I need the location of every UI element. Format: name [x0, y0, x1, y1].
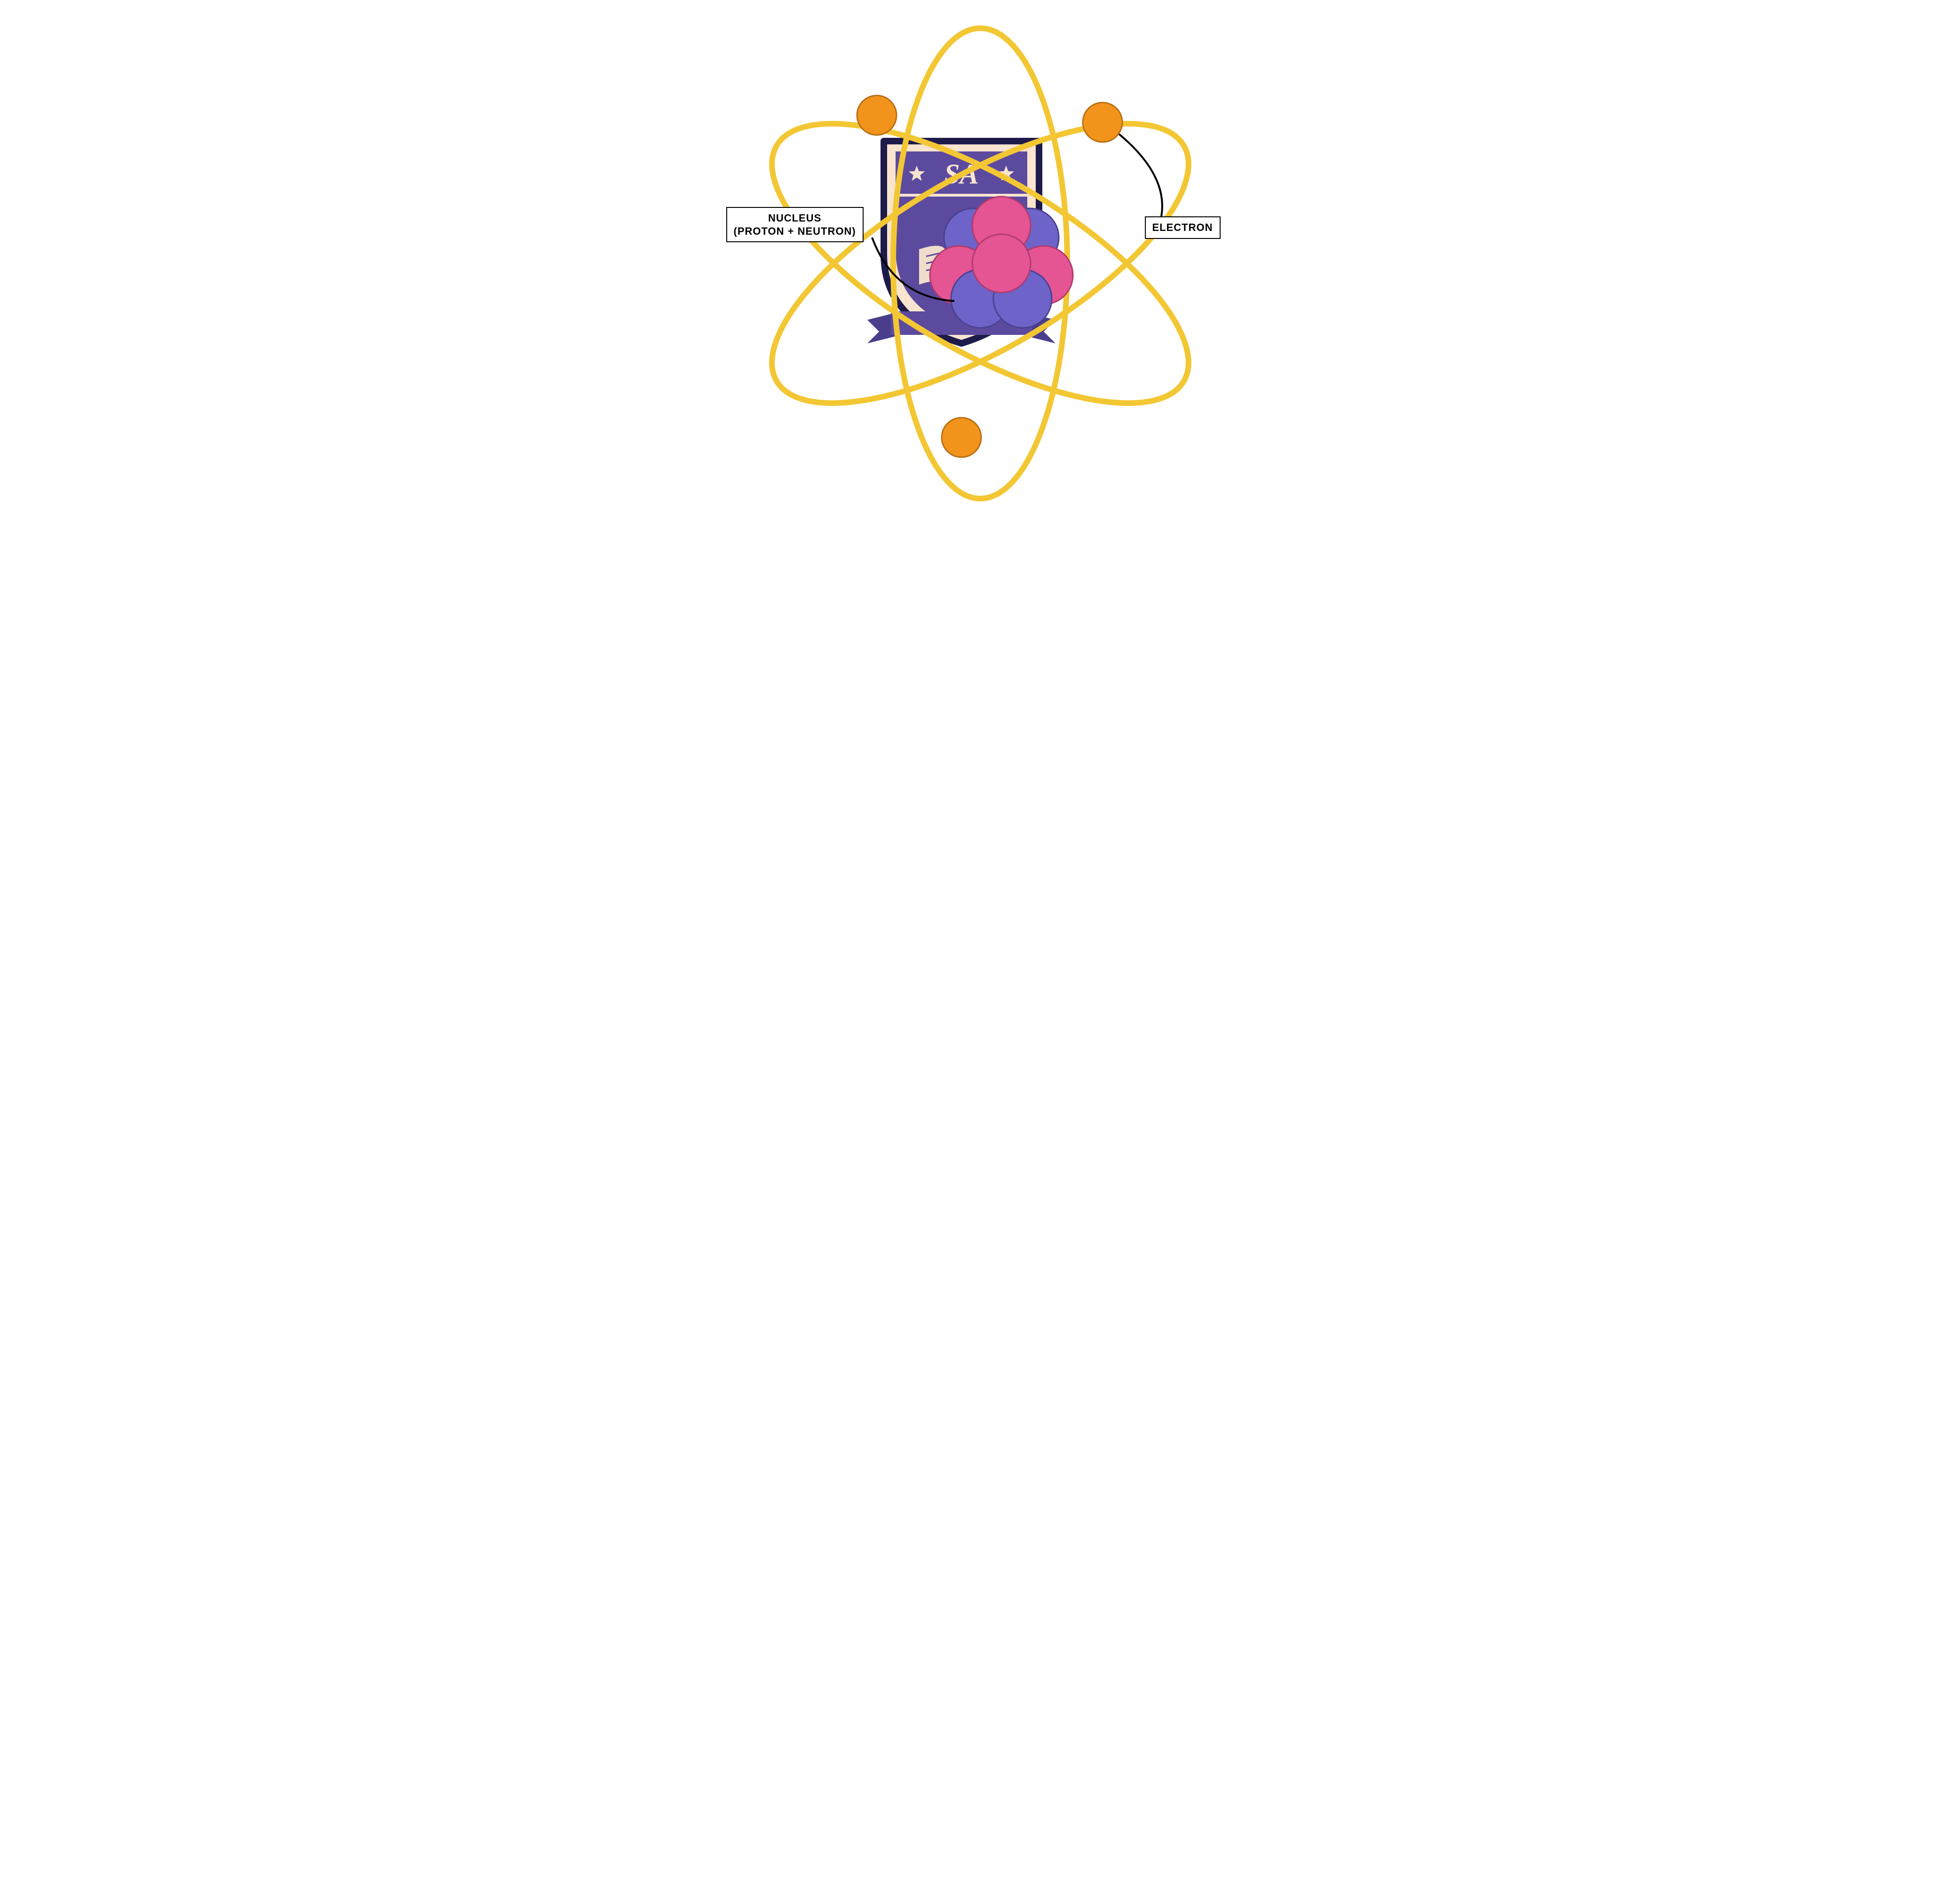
atom-diagram: SA: [698, 0, 1262, 548]
electron-label-text: ELECTRON: [1152, 222, 1213, 233]
electron-label: ELECTRON: [1145, 216, 1221, 239]
nucleus-label-line2: (PROTON + NEUTRON): [734, 225, 856, 237]
nucleus-label-line1: NUCLEUS: [768, 212, 821, 224]
nucleus-label: NUCLEUS (PROTON + NEUTRON): [726, 207, 864, 242]
